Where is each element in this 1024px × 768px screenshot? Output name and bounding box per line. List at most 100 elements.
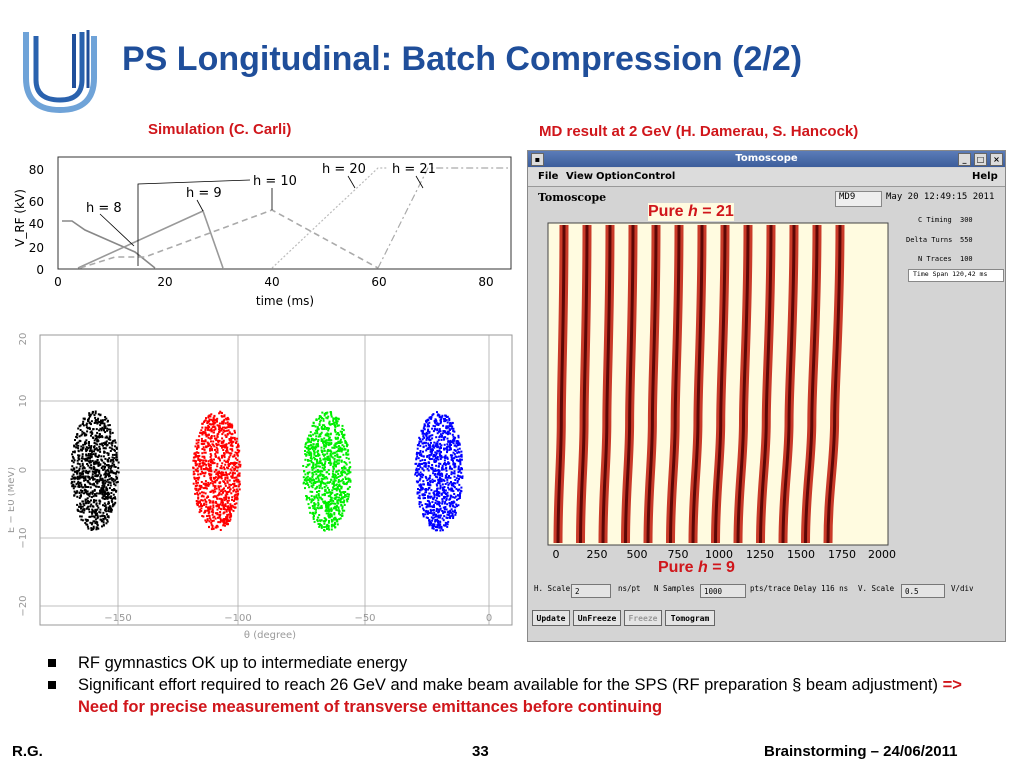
bunch-trace-core bbox=[601, 224, 612, 544]
x-tick: 0 bbox=[486, 613, 492, 624]
y-tick: 80 bbox=[29, 163, 44, 177]
tomoscope-window: Tomoscope ▪ _ □ × File View Option Contr… bbox=[527, 150, 1006, 642]
n-traces-value[interactable]: 100 bbox=[960, 255, 973, 263]
phase-space-plot: 20 10 0 −10 −20 E − E0 (MeV) −150 −100 −… bbox=[8, 333, 513, 641]
annotation-h10: h = 10 bbox=[253, 174, 297, 189]
footer-event: Brainstorming – 24/06/2011 bbox=[764, 743, 958, 760]
n-traces-label: N Traces bbox=[918, 255, 952, 263]
university-logo bbox=[23, 30, 97, 114]
menu-file[interactable]: File bbox=[538, 171, 559, 182]
n-samples-label: N Samples bbox=[654, 584, 695, 593]
x-axis-label: time (ms) bbox=[256, 294, 314, 308]
bunch-trace-core bbox=[759, 224, 773, 544]
menu-bar: File View Option Control Help bbox=[528, 168, 1005, 187]
bunch-trace-core bbox=[691, 224, 704, 544]
x-tick: 1000 bbox=[705, 548, 733, 561]
x-tick: 250 bbox=[587, 548, 608, 561]
c-timing-value[interactable]: 300 bbox=[960, 216, 973, 224]
n-samples-select[interactable]: 1000 bbox=[700, 584, 746, 598]
bunch-trace-core bbox=[804, 224, 819, 544]
x-tick: 2000 bbox=[868, 548, 896, 561]
annotation-h8: h = 8 bbox=[86, 201, 122, 216]
y-axis-label: V_RF (kV) bbox=[13, 189, 27, 247]
user-field[interactable]: MD9 bbox=[835, 191, 882, 207]
bullet-item: Significant effort required to reach 26 … bbox=[44, 674, 1004, 718]
menu-view[interactable]: View bbox=[566, 171, 594, 182]
footer-page-number: 33 bbox=[472, 743, 489, 760]
x-tick: 0 bbox=[54, 275, 62, 289]
bullet-text: Significant effort required to reach 26 … bbox=[78, 676, 943, 694]
time-span-field: Time Span 120,42 ms bbox=[908, 269, 1004, 282]
md-result-caption: MD result at 2 GeV (H. Damerau, S. Hanco… bbox=[539, 123, 859, 140]
v-scale-value: 0.5 bbox=[905, 587, 919, 596]
v-scale-unit: V/div bbox=[951, 584, 974, 593]
y-axis-label: E − E0 (MeV) bbox=[8, 467, 17, 533]
v-scale-label: V. Scale bbox=[858, 584, 895, 593]
y-tick: 0 bbox=[18, 467, 29, 473]
h-scale-label: H. Scale bbox=[534, 584, 571, 593]
bullet-text: RF gymnastics OK up to intermediate ener… bbox=[78, 654, 408, 672]
menu-control[interactable]: Control bbox=[634, 171, 676, 182]
menu-help[interactable]: Help bbox=[972, 171, 998, 182]
bunch-trace-core bbox=[579, 224, 589, 544]
bunch-0 bbox=[70, 410, 120, 531]
datetime-field: May 20 12:49:15 2011 bbox=[882, 191, 1005, 207]
pure-bottom-h: h bbox=[698, 559, 708, 576]
window-menu-icon[interactable]: ▪ bbox=[531, 153, 544, 166]
x-tick: 1500 bbox=[787, 548, 815, 561]
x-tick: 60 bbox=[371, 275, 386, 289]
unfreeze-button[interactable]: UnFreeze bbox=[573, 610, 621, 626]
annotation-h21: h = 21 bbox=[392, 162, 436, 177]
h-scale-value: 2 bbox=[575, 587, 580, 596]
tomogram-button[interactable]: Tomogram bbox=[665, 610, 715, 626]
footer-author: R.G. bbox=[12, 743, 43, 760]
delta-turns-value[interactable]: 550 bbox=[960, 236, 973, 244]
x-tick: −150 bbox=[104, 613, 131, 624]
annotation-h9: h = 9 bbox=[186, 186, 222, 201]
pure-h21-label: Pure h = 21 bbox=[648, 203, 734, 221]
bunch-3 bbox=[414, 411, 464, 532]
bullet-square-icon bbox=[48, 659, 56, 667]
h-scale-unit: ns/pt bbox=[618, 584, 641, 593]
toolbar-label: Tomoscope bbox=[538, 191, 607, 204]
slide-title: PS Longitudinal: Batch Compression (2/2) bbox=[122, 40, 803, 78]
window-title: Tomoscope bbox=[735, 153, 798, 164]
annotation-h20: h = 20 bbox=[322, 162, 366, 177]
n-samples-value: 1000 bbox=[704, 587, 723, 596]
bunch-trace-core bbox=[781, 224, 796, 544]
x-tick: 750 bbox=[668, 548, 689, 561]
h-scale-select[interactable]: 2 bbox=[571, 584, 611, 598]
x-axis-label: θ (degree) bbox=[244, 630, 296, 641]
x-tick: 1750 bbox=[828, 548, 856, 561]
pure-bottom-prefix: Pure bbox=[658, 559, 699, 576]
x-tick: 500 bbox=[627, 548, 648, 561]
pure-bottom-suffix: = 9 bbox=[707, 559, 735, 576]
bullet-list: RF gymnastics OK up to intermediate ener… bbox=[44, 652, 1004, 718]
maximize-icon[interactable]: □ bbox=[974, 153, 987, 166]
bunch-trace-core bbox=[624, 224, 635, 544]
window-titlebar[interactable]: Tomoscope ▪ _ □ × bbox=[528, 151, 1005, 167]
pure-top-h: h bbox=[688, 203, 698, 220]
close-icon[interactable]: × bbox=[990, 153, 1003, 166]
n-samples-unit: pts/trace bbox=[750, 584, 791, 593]
x-tick: −50 bbox=[354, 613, 375, 624]
bunch-1 bbox=[192, 410, 242, 531]
vrf-plot: 0 20 40 60 80 0 20 40 60 80 time (ms) V_… bbox=[13, 156, 512, 308]
freeze-button[interactable]: Freeze bbox=[624, 610, 662, 626]
bullet-text-wrapper: Significant effort required to reach 26 … bbox=[78, 674, 1004, 718]
update-button[interactable]: Update bbox=[532, 610, 570, 626]
bunch-trace-core bbox=[646, 224, 658, 544]
v-scale-select[interactable]: 0.5 bbox=[901, 584, 945, 598]
c-timing-label: C Timing bbox=[918, 216, 952, 224]
bunch-trace-core bbox=[826, 224, 842, 544]
pure-top-suffix: = 21 bbox=[697, 203, 734, 220]
menu-option[interactable]: Option bbox=[596, 171, 634, 182]
y-tick: 10 bbox=[18, 395, 29, 408]
bunch-trace-core bbox=[669, 224, 681, 544]
y-tick: 20 bbox=[29, 241, 44, 255]
y-tick: 20 bbox=[18, 333, 29, 346]
pure-top-prefix: Pure bbox=[648, 203, 689, 220]
bullet-item: RF gymnastics OK up to intermediate ener… bbox=[44, 652, 1004, 674]
bullet-square-icon bbox=[48, 681, 56, 689]
minimize-icon[interactable]: _ bbox=[958, 153, 971, 166]
